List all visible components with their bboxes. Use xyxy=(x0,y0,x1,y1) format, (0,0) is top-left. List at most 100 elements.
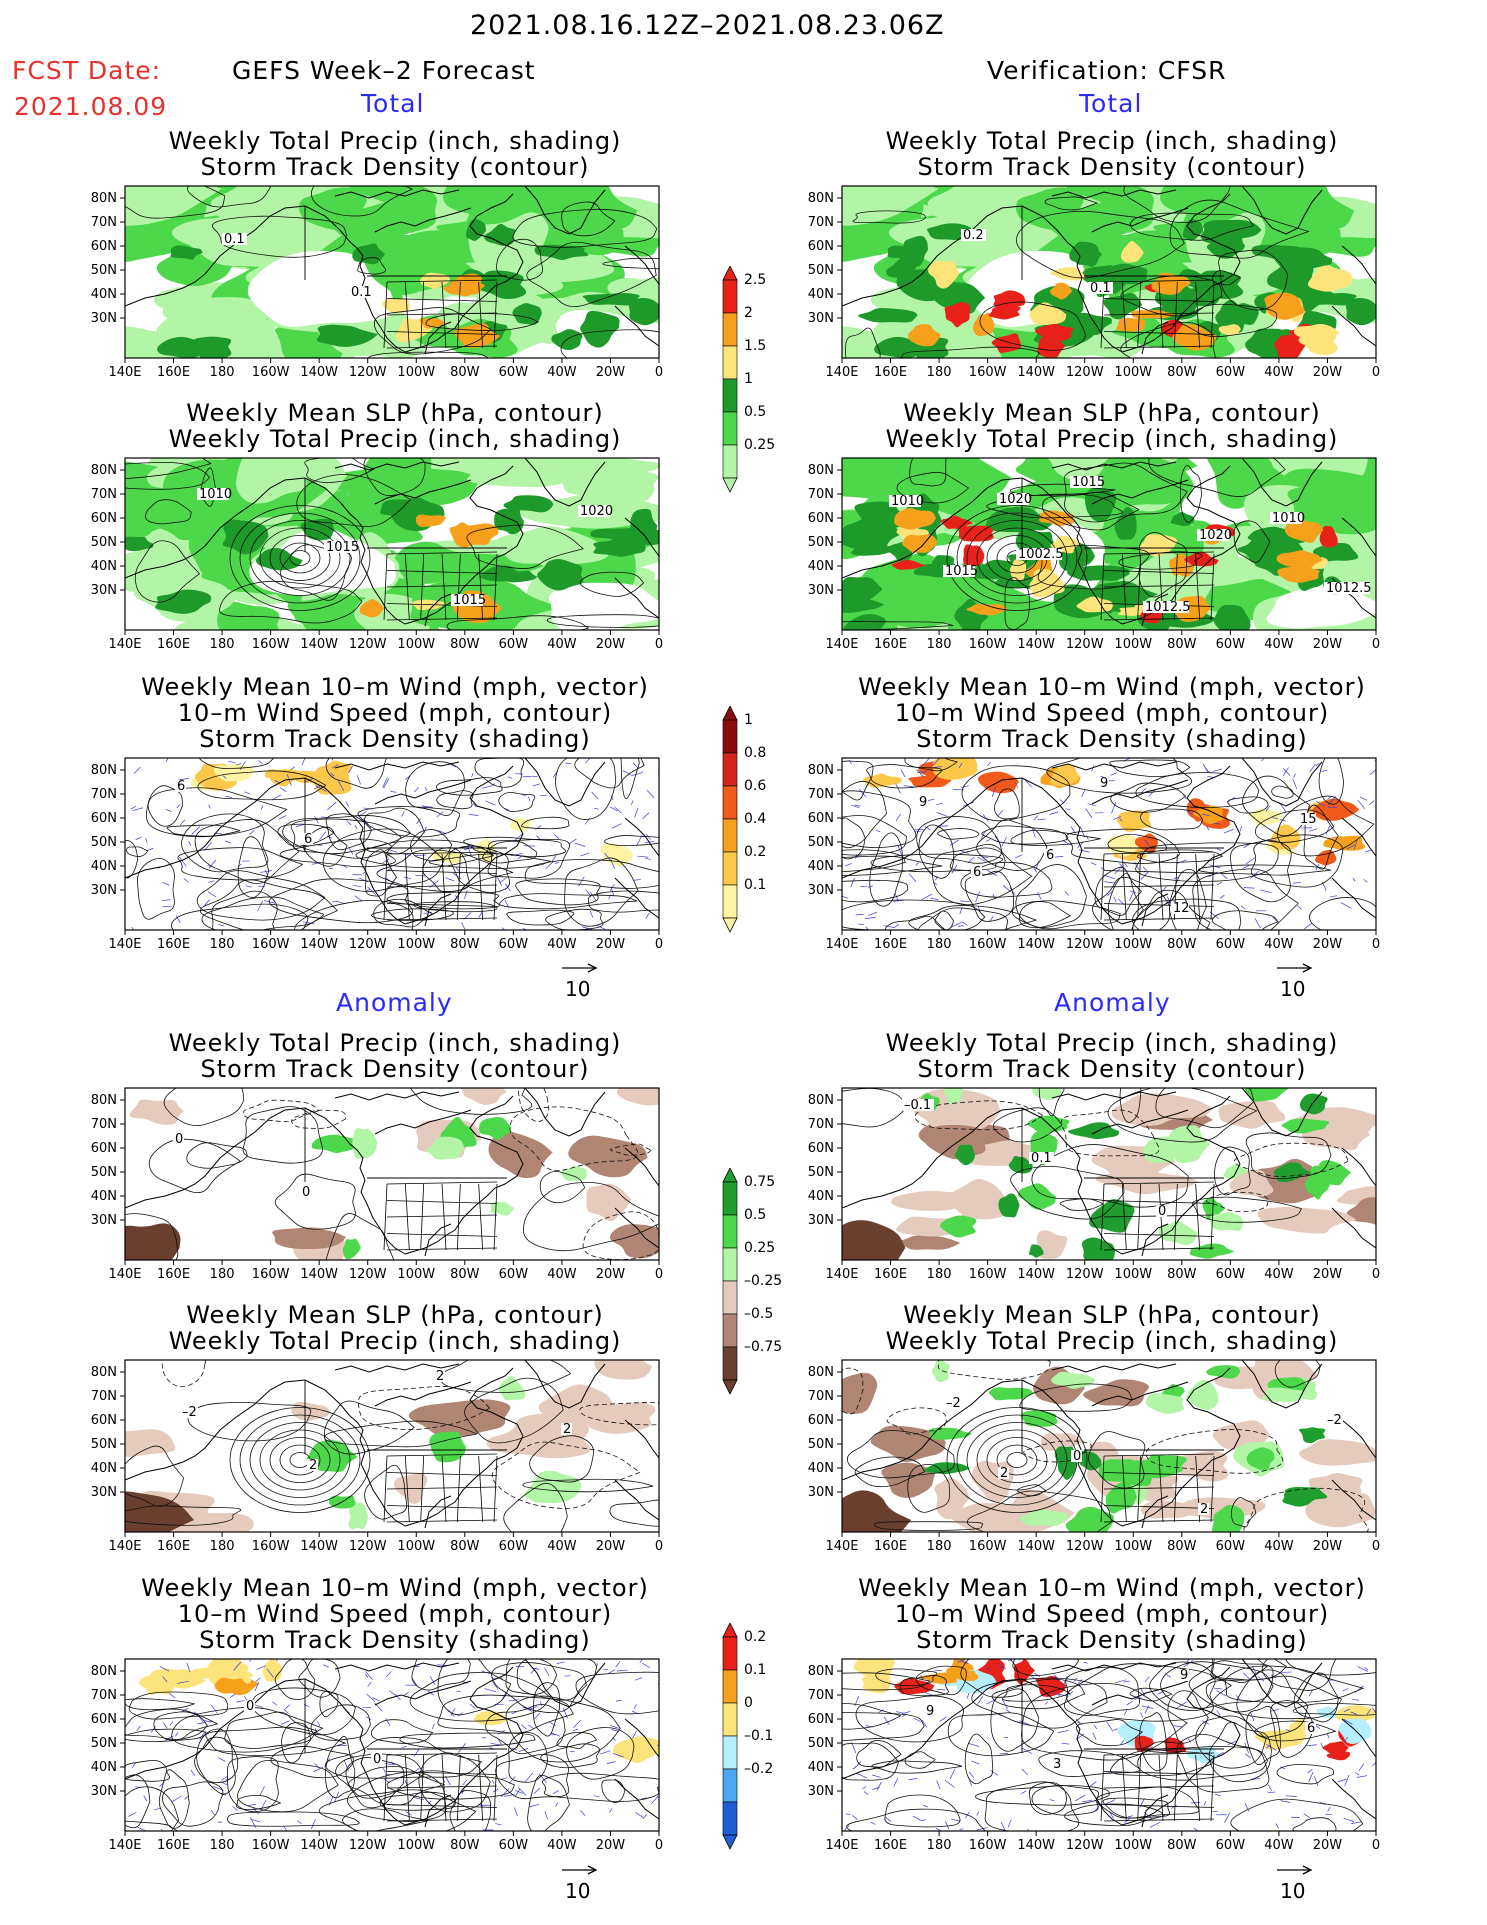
lat-tick-label: 40N xyxy=(808,1189,834,1204)
contour-label: 1015 xyxy=(1072,475,1105,490)
lon-tick-label: 140E xyxy=(825,637,858,652)
contour-label: 0.2 xyxy=(963,228,984,243)
gefs-anom-slp-title: Weekly Mean SLP (hPa, contour) Weekly Tot… xyxy=(168,1301,622,1355)
map-svg: 6 6 80N 70N 60N 50N 40N 30N 140E 160E 180 160W 140W 1… xyxy=(91,757,663,952)
cfsr-anom-wind-title: Weekly Mean 10–m Wind (mph, vector) 10–m … xyxy=(858,1574,1366,1654)
gefs-total-slp-title: Weekly Mean SLP (hPa, contour) Weekly Tot… xyxy=(168,399,622,453)
lon-tick-label: 0 xyxy=(1372,1539,1380,1554)
cfsr-anom-precip-title: Weekly Total Precip (inch, shading) Storm… xyxy=(885,1029,1339,1083)
lon-tick-label: 20W xyxy=(1313,1539,1343,1554)
lat-tick-label: 70N xyxy=(91,215,117,230)
colorbar-label: 0.5 xyxy=(744,1207,766,1223)
lon-tick-label: 160W xyxy=(969,637,1007,652)
colorbar-label: 0.2 xyxy=(744,844,766,860)
lat-tick-label: 30N xyxy=(808,1784,834,1799)
colorbar-svg: 0.75 0.5 0.25 –0.25 –0.5 –0.75 xyxy=(722,1167,782,1395)
lat-tick-label: 60N xyxy=(808,1141,834,1156)
lat-tick-label: 50N xyxy=(808,1165,834,1180)
lon-tick-label: 140W xyxy=(1017,1267,1055,1282)
vector-ref-left-anom: 10 xyxy=(560,1862,600,1903)
vector-ref-label: 10 xyxy=(565,977,591,1001)
lon-tick-label: 80W xyxy=(1167,1539,1197,1554)
lat-tick-label: 60N xyxy=(91,1413,117,1428)
contour-label: 2 xyxy=(563,1422,571,1437)
lon-tick-label: 20W xyxy=(1313,1838,1343,1853)
arrow-icon xyxy=(1277,1865,1313,1875)
contour-label: 1015 xyxy=(945,564,978,579)
colorbar-label: –0.5 xyxy=(744,1306,773,1322)
colorbar-swatch xyxy=(722,312,738,347)
colorbar-swatch xyxy=(722,1636,738,1671)
lon-tick-label: 140W xyxy=(1017,937,1055,952)
lon-tick-label: 100W xyxy=(1114,1838,1152,1853)
lon-tick-label: 0 xyxy=(1372,637,1380,652)
gefs-anom-slp-map: –2 2 2 2 80N 70N 60N 50N 40N 30N 140E 160E 180 160W 14… xyxy=(80,1359,679,1558)
anom-storm-colorbar: 0.2 0.1 0 –0.1 –0.2 xyxy=(718,1622,788,1861)
lon-tick-label: 100W xyxy=(397,1539,435,1554)
map-svg: –2 0 2 –2 2 80N 70N 60N 50N 40N 30N 140E 160E 180 160W… xyxy=(808,1359,1380,1554)
fcst-date-label: FCST Date: xyxy=(12,56,162,85)
lon-tick-label: 180 xyxy=(210,365,235,380)
contour-label: 1012.5 xyxy=(1326,581,1372,596)
lon-tick-label: 140E xyxy=(825,1539,858,1554)
contour-label: 1010 xyxy=(199,487,232,502)
lat-tick-label: 70N xyxy=(91,1117,117,1132)
colorbar-label: 2 xyxy=(744,305,753,321)
lon-tick-label: 20W xyxy=(596,1267,626,1282)
colorbar-label: 0.8 xyxy=(744,745,766,761)
left-column-title: GEFS Week–2 Forecast xyxy=(232,56,536,85)
lat-tick-label: 50N xyxy=(808,1437,834,1452)
lat-tick-label: 40N xyxy=(808,559,834,574)
lat-tick-label: 80N xyxy=(91,1365,117,1380)
lat-tick-label: 40N xyxy=(91,287,117,302)
lon-tick-label: 120W xyxy=(349,365,387,380)
lon-tick-label: 120W xyxy=(349,1267,387,1282)
lon-tick-label: 80W xyxy=(1167,637,1197,652)
colorbar-label: 1 xyxy=(744,371,753,387)
lon-tick-label: 20W xyxy=(596,1539,626,1554)
contour-label: –2 xyxy=(946,1396,961,1411)
lon-tick-label: 160E xyxy=(157,1838,190,1853)
right-total-label: Total xyxy=(1079,89,1143,118)
lon-tick-label: 40W xyxy=(547,1539,577,1554)
lon-tick-label: 20W xyxy=(1313,637,1343,652)
colorbar-label: –0.25 xyxy=(744,1273,782,1289)
lon-tick-label: 120W xyxy=(349,937,387,952)
lon-tick-label: 140E xyxy=(108,365,141,380)
lat-tick-label: 60N xyxy=(91,511,117,526)
lat-tick-label: 40N xyxy=(91,1760,117,1775)
lon-tick-label: 160W xyxy=(969,1539,1007,1554)
lon-tick-label: 100W xyxy=(1114,1539,1152,1554)
lon-tick-label: 60W xyxy=(1216,1838,1246,1853)
lat-tick-label: 60N xyxy=(808,1413,834,1428)
map-svg: –0.1 0.1 0 80N 70N 60N 50N 40N 30N 140E 160E 180 160… xyxy=(808,1087,1380,1282)
lat-tick-label: 80N xyxy=(91,1093,117,1108)
lon-tick-label: 160W xyxy=(252,1267,290,1282)
lon-tick-label: 80W xyxy=(450,637,480,652)
contour-label: 2 xyxy=(309,1458,317,1473)
lon-tick-label: 40W xyxy=(547,365,577,380)
contour-label: –0.1 xyxy=(904,1098,931,1113)
lat-tick-label: 60N xyxy=(808,1712,834,1727)
contour-label: 0 xyxy=(1073,1449,1081,1464)
map-svg: 9 3 9 6 80N 70N 60N 50N 40N 30N 140E 160E 180 160W 140… xyxy=(808,1658,1380,1853)
colorbar-swatch xyxy=(722,1247,738,1282)
lat-tick-label: 60N xyxy=(808,239,834,254)
lon-tick-label: 140E xyxy=(108,937,141,952)
lon-tick-label: 100W xyxy=(1114,365,1152,380)
lon-tick-label: 0 xyxy=(655,637,663,652)
gefs-anom-wind-title: Weekly Mean 10–m Wind (mph, vector) 10–m … xyxy=(141,1574,649,1654)
colorbar-svg: 1 0.8 0.6 0.4 0.2 0.1 xyxy=(722,705,766,933)
contour-label: 0 xyxy=(302,1185,310,1200)
contour-label: 0 xyxy=(246,1699,254,1714)
cfsr-total-slp-title: Weekly Mean SLP (hPa, contour) Weekly Tot… xyxy=(885,399,1339,453)
colorbar-swatch xyxy=(722,851,738,886)
lon-tick-label: 20W xyxy=(596,365,626,380)
gefs-anom-precip-title: Weekly Total Precip (inch, shading) Storm… xyxy=(168,1029,622,1083)
contour-label: 1010 xyxy=(1272,511,1305,526)
gefs-total-precip-title: Weekly Total Precip (inch, shading) Storm… xyxy=(168,127,622,181)
lat-tick-label: 70N xyxy=(91,487,117,502)
lon-tick-label: 100W xyxy=(397,937,435,952)
lon-tick-label: 100W xyxy=(1114,937,1152,952)
cfsr-anom-wind-map: 9 3 9 6 80N 70N 60N 50N 40N 30N 140E 160E 180 160W 140… xyxy=(797,1658,1396,1857)
